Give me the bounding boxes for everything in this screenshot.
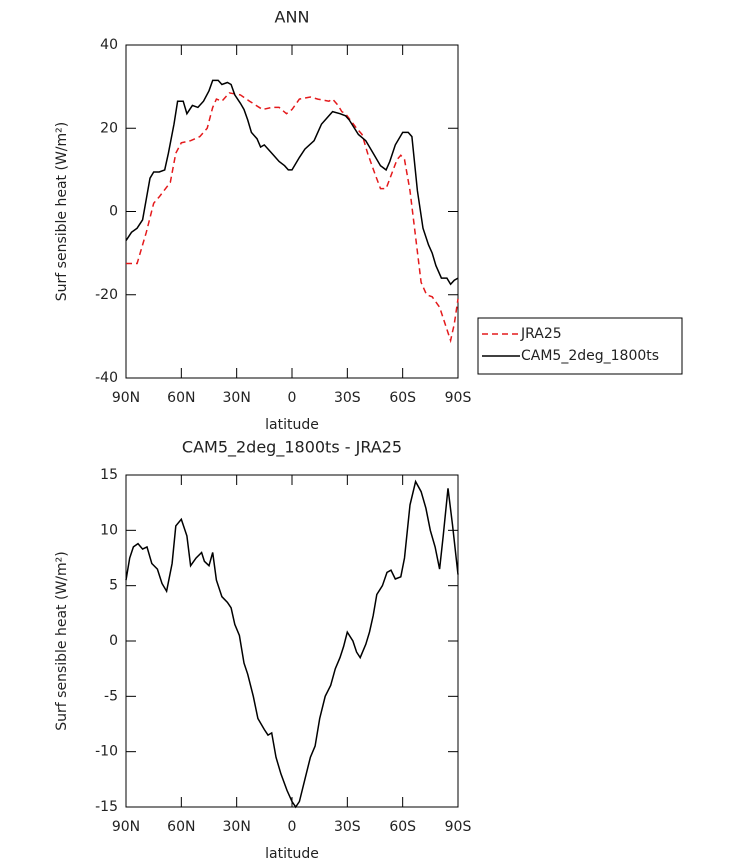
y-tick-label: 40 <box>100 37 118 53</box>
legend-label: CAM5_2deg_1800ts <box>521 348 659 364</box>
y-tick-label: -10 <box>95 744 118 760</box>
x-tick-label: 90N <box>112 819 140 835</box>
y-tick-label: 20 <box>100 120 118 136</box>
x-tick-label: 30S <box>334 390 361 406</box>
x-tick-label: 0 <box>288 390 297 406</box>
x-tick-label: 90N <box>112 390 140 406</box>
x-tick-label: 90S <box>445 819 472 835</box>
y-axis-label: Surf sensible heat (W/m²) <box>54 122 70 301</box>
x-tick-label: 60N <box>167 819 195 835</box>
x-axis-label: latitude <box>265 417 319 433</box>
x-tick-label: 60S <box>389 390 416 406</box>
plot-frame <box>125 44 459 379</box>
y-tick-label: -5 <box>104 688 118 704</box>
y-axis-label: Surf sensible heat (W/m²) <box>54 551 70 730</box>
x-tick-label: 90S <box>445 390 472 406</box>
chart-title: ANN <box>275 8 310 27</box>
y-tick-label: -20 <box>95 287 118 303</box>
y-tick-label: 15 <box>100 467 118 483</box>
data-line <box>125 79 459 286</box>
legend-label: JRA25 <box>520 326 562 342</box>
x-tick-label: 0 <box>288 819 297 835</box>
x-tick-label: 60N <box>167 390 195 406</box>
x-tick-label: 60S <box>389 819 416 835</box>
x-tick-label: 30S <box>334 819 361 835</box>
x-axis-label: latitude <box>265 846 319 862</box>
y-tick-label: 5 <box>109 578 118 594</box>
y-tick-label: 0 <box>109 633 118 649</box>
legend-box <box>477 317 683 375</box>
x-tick-label: 30N <box>223 390 251 406</box>
y-tick-label: -40 <box>95 370 118 386</box>
y-tick-label: 0 <box>109 204 118 220</box>
y-tick-label: 10 <box>100 522 118 538</box>
y-tick-label: -15 <box>95 799 118 815</box>
data-line <box>126 92 459 344</box>
chart-title: CAM5_2deg_1800ts - JRA25 <box>182 438 402 458</box>
x-tick-label: 30N <box>223 819 251 835</box>
data-line <box>125 479 459 809</box>
